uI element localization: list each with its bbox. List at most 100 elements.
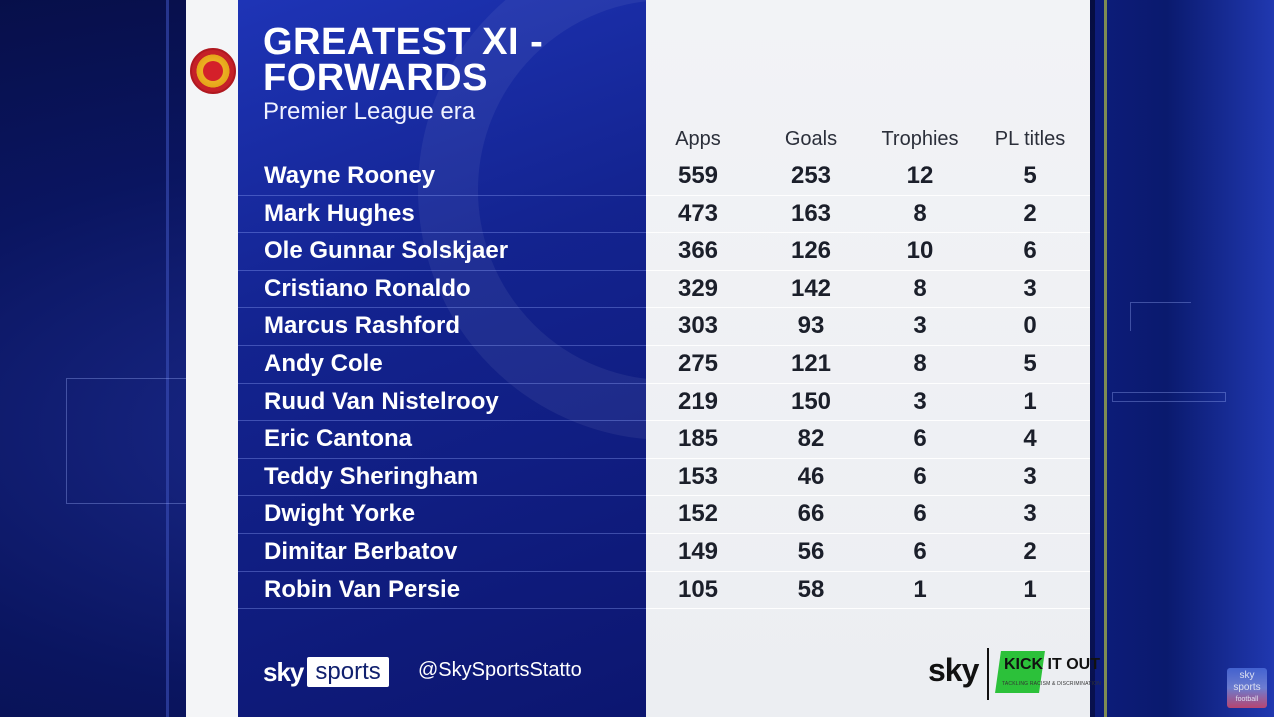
decorative-corner [1130,302,1191,331]
player-name: Teddy Sheringham [264,462,479,490]
cell-apps: 153 [677,462,719,490]
column-header-trophies: Trophies [881,128,959,150]
channel-bug-line1: sky [1239,670,1255,681]
column-header-goals: Goals [784,128,838,150]
cell-goals: 46 [797,462,825,490]
cell-pl-titles: 3 [1023,274,1037,302]
cell-trophies: 3 [913,312,927,340]
table-row: Ruud Van Nistelrooy 219 150 3 1 [238,384,1090,422]
cell-trophies: 6 [913,500,927,528]
cell-apps: 329 [677,274,719,302]
cell-apps: 559 [677,162,719,189]
cell-goals: 142 [790,274,832,302]
club-crest-inner [203,61,223,81]
row-divider [646,382,1090,384]
table-row: Wayne Rooney 559 253 12 5 [238,158,1090,196]
sky-sports-logo: sky sports [263,656,389,688]
page-subtitle: Premier League era [263,98,476,125]
sky-logo: sky [928,652,979,688]
column-header-pl-titles: PL titles [994,128,1066,150]
background-left-edge [166,0,169,717]
cell-goals: 121 [790,349,832,377]
column-header-apps: Apps [675,128,721,150]
cell-goals: 163 [790,199,832,227]
player-name: Marcus Rashford [264,312,461,340]
row-divider [646,532,1090,534]
cell-apps: 152 [677,500,719,528]
row-divider [646,457,1090,459]
kick-it-out-logo-icon: KICK IT OUT TACKLING RACISM & DISCRIMINA… [995,651,1101,693]
row-divider [238,532,646,534]
club-crest-icon [190,48,236,94]
cell-trophies: 6 [913,462,927,490]
cell-apps: 275 [677,349,719,377]
row-divider [646,420,1090,422]
kick-it-out-text: KICK IT OUT [1004,656,1100,673]
cell-trophies: 3 [913,387,927,415]
row-divider [238,269,646,271]
player-name: Mark Hughes [264,199,415,227]
board-blue-panel [238,0,646,717]
cell-goals: 82 [797,425,825,453]
cell-goals: 66 [797,500,825,528]
row-divider [646,608,1090,610]
board-left-strip [186,0,238,717]
table-row: Teddy Sheringham 153 46 6 3 [238,459,1090,497]
stats-table: Wayne Rooney 559 253 12 5 Mark Hughes 473 163 8 2… [238,158,1090,610]
cell-pl-titles: 3 [1023,500,1037,528]
cell-apps: 149 [677,537,719,565]
table-row: Dwight Yorke 152 66 6 3 [238,496,1090,534]
row-divider [238,608,646,610]
cell-pl-titles: 4 [1023,425,1037,453]
row-divider [238,232,646,234]
player-name: Eric Cantona [264,425,413,453]
channel-bug-line2: sports [1233,682,1261,693]
page-title: GREATEST XI - FORWARDS [263,21,544,99]
cell-pl-titles: 5 [1023,162,1037,189]
row-divider [646,495,1090,497]
player-name: Andy Cole [264,349,383,377]
table-row: Robin Van Persie 105 58 1 1 [238,572,1090,610]
row-divider [238,344,646,346]
background-right-edge [1104,0,1107,717]
kick-it-out-tagline: TACKLING RACISM & DISCRIMINATION [1002,681,1101,687]
row-divider [238,570,646,572]
cell-pl-titles: 6 [1023,237,1037,265]
table-row: Eric Cantona 185 82 6 4 [238,421,1090,459]
decorative-bracket [66,378,187,504]
cell-trophies: 8 [913,349,927,377]
table-row: Marcus Rashford 303 93 3 0 [238,308,1090,346]
footer-divider [987,648,989,700]
player-name: Cristiano Ronaldo [264,274,471,302]
table-row: Dimitar Berbatov 149 56 6 2 [238,534,1090,572]
cell-apps: 105 [677,575,719,603]
decorative-slider [1112,392,1226,402]
cell-pl-titles: 1 [1023,575,1037,603]
twitter-handle: @SkySportsStatto [418,659,582,681]
cell-pl-titles: 2 [1023,199,1037,227]
cell-pl-titles: 3 [1023,462,1037,490]
row-divider [238,457,646,459]
player-name: Ole Gunnar Solskjaer [264,237,509,265]
cell-trophies: 8 [913,274,927,302]
table-row: Andy Cole 275 121 8 5 [238,346,1090,384]
cell-goals: 93 [797,312,825,340]
channel-bug: sky sports football [1227,668,1267,708]
cell-trophies: 12 [906,162,934,189]
row-divider [238,194,646,196]
row-divider [238,307,646,309]
row-divider [646,570,1090,572]
row-divider [646,307,1090,309]
cell-pl-titles: 2 [1023,537,1037,565]
background-right-panel [1095,0,1274,717]
cell-trophies: 6 [913,425,927,453]
player-name: Robin Van Persie [264,575,461,603]
table-row: Cristiano Ronaldo 329 142 8 3 [238,271,1090,309]
player-name: Wayne Rooney [264,162,436,189]
player-name: Ruud Van Nistelrooy [264,387,499,415]
sports-wordmark: sports [307,657,389,687]
board-grey-panel [646,0,1090,717]
cell-pl-titles: 0 [1023,312,1037,340]
cell-pl-titles: 5 [1023,349,1037,377]
player-name: Dwight Yorke [264,500,416,528]
